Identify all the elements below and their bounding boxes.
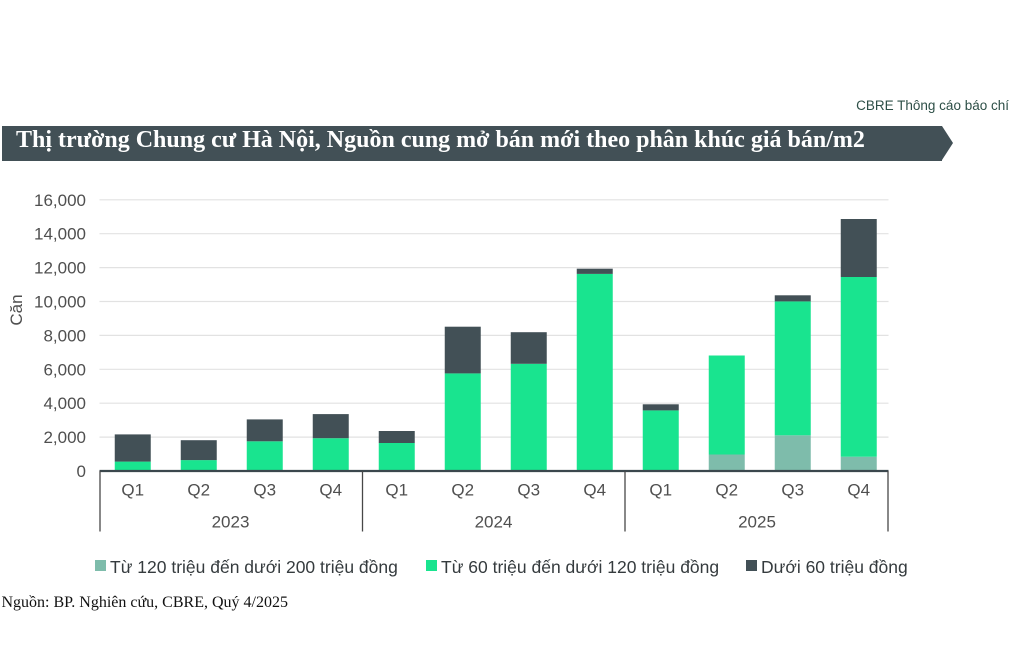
svg-text:8,000: 8,000: [43, 326, 86, 345]
svg-text:Q4: Q4: [583, 481, 606, 500]
svg-text:Căn: Căn: [7, 294, 26, 325]
svg-text:2,000: 2,000: [43, 428, 86, 447]
svg-text:Q1: Q1: [649, 481, 672, 500]
svg-text:14,000: 14,000: [34, 225, 86, 244]
svg-text:Q3: Q3: [253, 481, 276, 500]
svg-text:Q4: Q4: [319, 481, 342, 500]
svg-text:2025: 2025: [738, 513, 776, 532]
svg-text:4,000: 4,000: [43, 394, 86, 413]
svg-text:0: 0: [77, 462, 86, 481]
svg-text:12,000: 12,000: [34, 259, 86, 278]
svg-text:2024: 2024: [475, 513, 513, 532]
svg-text:Q2: Q2: [187, 481, 210, 500]
svg-text:16,000: 16,000: [34, 191, 86, 210]
svg-text:2023: 2023: [212, 513, 250, 532]
svg-text:Q1: Q1: [121, 481, 144, 500]
svg-text:10,000: 10,000: [34, 293, 86, 312]
svg-text:Q1: Q1: [385, 481, 408, 500]
svg-text:6,000: 6,000: [43, 360, 86, 379]
svg-text:Q2: Q2: [715, 481, 738, 500]
svg-text:Q2: Q2: [451, 481, 474, 500]
svg-text:Q3: Q3: [517, 481, 540, 500]
svg-text:Q4: Q4: [847, 481, 870, 500]
svg-text:Q3: Q3: [781, 481, 804, 500]
